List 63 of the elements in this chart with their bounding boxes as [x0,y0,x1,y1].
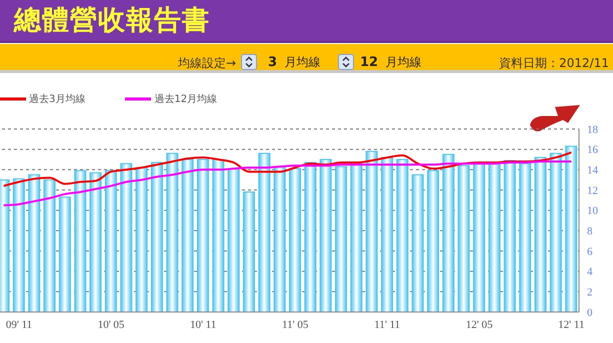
bar [366,150,378,312]
bar [196,159,209,312]
bar [28,174,40,312]
y-tick-label: 6 [587,246,593,258]
bar [182,159,194,312]
bar [458,165,470,312]
x-tick-label: 12' 05 [466,318,494,331]
bar [442,154,454,312]
bar [504,160,516,312]
bar [90,172,102,312]
legend-label: 過去3月均線 [29,92,86,106]
x-tick-label: 09' 11 [6,318,32,331]
bar [166,152,178,312]
bar [228,168,240,312]
y-tick-label: 2 [587,286,592,299]
x-tick-label: 10' 05 [98,318,125,331]
x-tick-label: 11' 11 [374,318,400,331]
bar [120,163,132,312]
x-tick-label: 11' 05 [282,318,309,331]
text: 資料日期：2012/11 [499,55,609,72]
y-tick-label: 10 [587,205,598,218]
y-tick-label: 18 [587,124,598,136]
y-tick-label: 8 [587,226,593,238]
bar [396,159,408,312]
bar [258,152,270,312]
bar [473,163,486,312]
bar [320,159,332,312]
text: 3 月均線 [268,54,321,71]
bar [550,152,562,312]
bar [242,192,255,312]
y-tick-label: 16 [587,144,598,156]
y-tick-label: 0 [587,306,593,319]
line-series [2,160,572,206]
legend-label: 過去12月均線 [154,92,218,106]
x-tick-label: 10' 11 [190,318,216,331]
bar [565,146,578,312]
bar [381,156,394,312]
y-tick-label: 4 [587,266,593,278]
text: 均線設定→ [178,55,236,72]
y-tick-label: 12 [587,184,598,197]
bar [74,170,86,312]
bar [136,167,148,312]
bar [150,162,163,312]
bar [274,166,286,312]
chart-title: 總體營收報告書 [14,4,210,38]
bar [212,159,224,312]
bar [12,178,25,312]
y-tick-label: 14 [587,164,598,177]
bar [519,163,532,312]
bar [304,162,316,312]
bar [534,156,546,312]
bar [44,179,56,312]
bar [289,168,301,312]
bar [335,166,348,312]
bar [412,174,424,312]
bar [58,196,71,312]
bar [427,170,440,312]
text: 12 月均線 [360,54,422,71]
bar [488,163,500,312]
x-tick-label: 12' 11 [558,318,584,331]
line-series [2,151,572,187]
bar [350,163,362,312]
bar [104,170,117,312]
